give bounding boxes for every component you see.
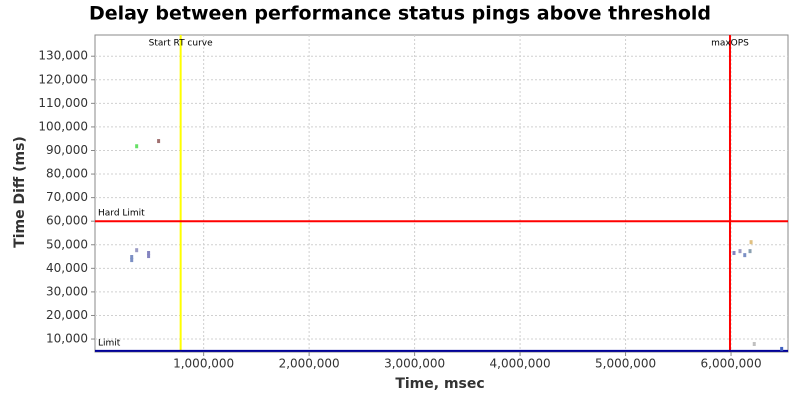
point	[749, 240, 753, 245]
marker-label: Limit	[98, 338, 121, 348]
y-tick-label: 130,000	[38, 49, 88, 63]
point	[743, 253, 747, 258]
marker-label: Start RT curve	[149, 39, 213, 49]
y-tick-label: 30,000	[46, 284, 88, 298]
marker-label: Hard Limit	[98, 209, 145, 219]
y-tick-label: 40,000	[46, 261, 88, 275]
point	[147, 251, 151, 256]
point	[135, 248, 139, 253]
y-tick-label: 110,000	[38, 96, 88, 110]
plot-area	[94, 34, 789, 353]
x-tick-label: 1,000,000	[173, 357, 234, 371]
point	[130, 255, 134, 260]
point	[130, 258, 134, 263]
chart-title: Delay between performance status pings a…	[89, 3, 711, 25]
y-tick-label: 20,000	[46, 308, 88, 322]
point	[780, 346, 784, 351]
x-tick-label: 4,000,000	[490, 357, 551, 371]
y-tick-label: 60,000	[46, 214, 88, 228]
y-tick-label: 100,000	[38, 119, 88, 133]
point	[748, 249, 752, 254]
point	[135, 144, 139, 149]
y-tick-label: 50,000	[46, 237, 88, 251]
marker-label: maxOPS	[711, 39, 749, 49]
point	[157, 139, 161, 144]
x-tick-label: 3,000,000	[384, 357, 445, 371]
y-tick-label: 80,000	[46, 167, 88, 181]
y-tick-label: 10,000	[46, 332, 88, 346]
y-axis-label: Time Diff (ms)	[12, 136, 28, 248]
y-tick-label: 90,000	[46, 143, 88, 157]
y-tick-label: 120,000	[38, 72, 88, 86]
point	[738, 249, 742, 254]
y-tick-label: 70,000	[46, 190, 88, 204]
x-tick-label: 5,000,000	[595, 357, 656, 371]
point	[752, 341, 756, 346]
point	[147, 254, 151, 259]
point	[732, 251, 736, 256]
x-tick-label: 2,000,000	[279, 357, 340, 371]
x-tick-label: 6,000,000	[701, 357, 762, 371]
x-axis-label: Time, msec	[395, 376, 484, 392]
